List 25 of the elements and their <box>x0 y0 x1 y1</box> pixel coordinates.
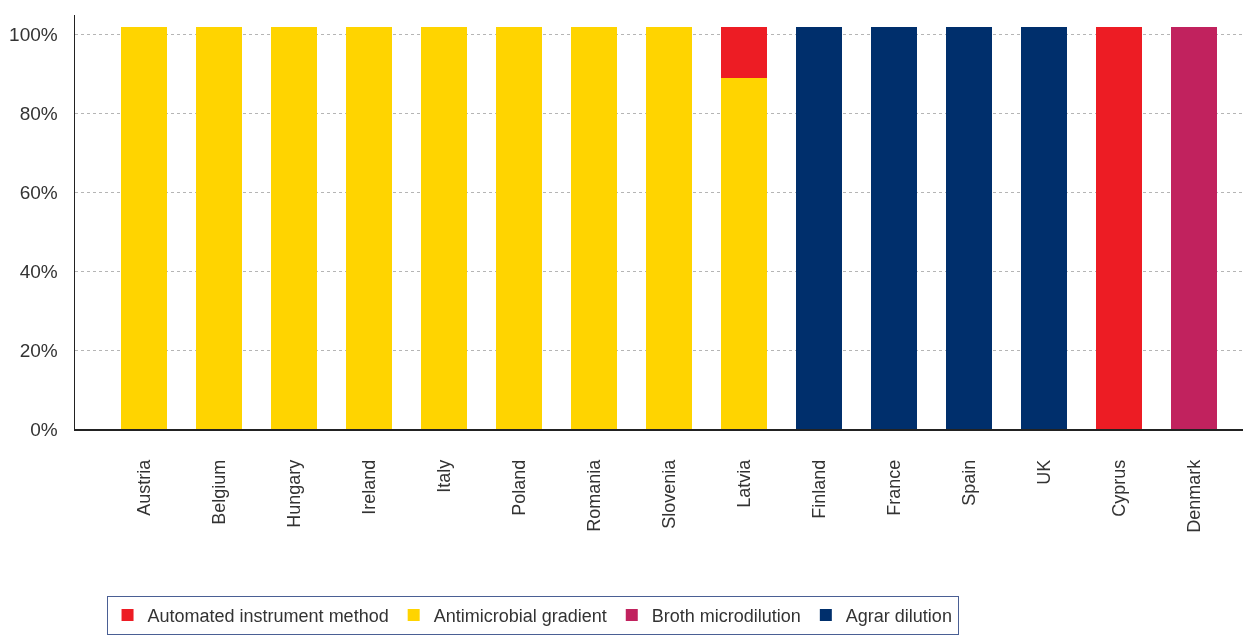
y-tick-label: 0% <box>30 418 58 440</box>
x-tick-label: Poland <box>508 459 529 516</box>
x-tick-label: Hungary <box>283 459 304 528</box>
x-tick-label: Cyprus <box>1109 459 1130 517</box>
x-tick-label: Latvia <box>733 458 754 508</box>
legend-label: Agrar dilution <box>845 606 952 627</box>
x-tick-label: Belgium <box>208 459 229 525</box>
legend-label: Automated instrument method <box>147 606 389 627</box>
y-tick-label: 40% <box>19 260 58 282</box>
x-tick-label: Finland <box>809 459 830 519</box>
y-tick-label: 60% <box>19 182 58 204</box>
x-tick-label: Slovenia <box>658 458 679 529</box>
x-tick-label: Austria <box>133 458 154 516</box>
x-tick-label: Spain <box>959 459 980 506</box>
x-tick-label: Ireland <box>358 459 379 515</box>
x-tick-label: Romania <box>583 458 604 532</box>
legend-label: Broth microdilution <box>651 606 801 627</box>
legend-label: Antimicrobial gradient <box>433 606 607 627</box>
y-tick-label: 100% <box>9 24 58 46</box>
x-tick-label: Italy <box>433 459 454 493</box>
x-tick-label: UK <box>1034 459 1055 485</box>
x-tick-label: France <box>884 459 905 516</box>
y-tick-label: 20% <box>19 339 58 361</box>
y-tick-label: 80% <box>19 103 58 125</box>
x-tick-label: Denmark <box>1184 458 1205 533</box>
